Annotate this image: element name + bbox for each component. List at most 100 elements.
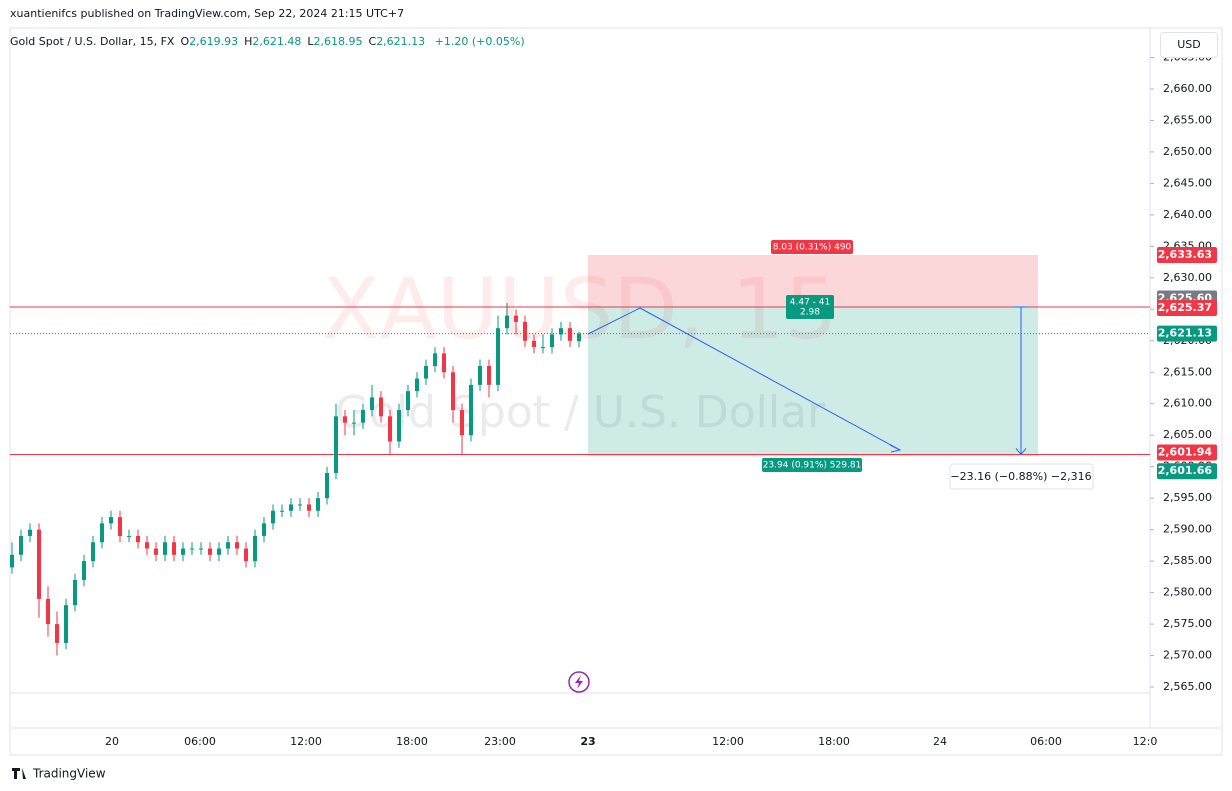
ohlc-value: 2,621.48 [252, 35, 302, 48]
currency-button[interactable]: USD [1160, 32, 1218, 58]
label-box [762, 458, 862, 472]
x-tick-label: 06:00 [184, 735, 216, 748]
y-tick-label: 2,585.00 [1163, 554, 1212, 567]
ohlc: O2,619.93 H2,621.48 L2,618.95 C2,621.13 [174, 35, 425, 48]
candle-body [361, 410, 365, 423]
measure-head [1014, 306, 1028, 456]
ohlc-key: L [307, 35, 314, 48]
candle-body [550, 334, 554, 348]
candle-body [208, 548, 212, 555]
y-tick-label: 2,580.00 [1163, 586, 1212, 599]
candle-body [307, 504, 311, 511]
change: +1.20 (+0.05%) [434, 35, 525, 48]
candle-body [19, 535, 23, 555]
candle-body [118, 517, 122, 536]
event-icon-bolt [575, 675, 583, 689]
candle-body [10, 554, 14, 568]
candle-body [478, 365, 482, 385]
candle-body [433, 353, 437, 366]
x-tick-label: 23:00 [484, 735, 516, 748]
candle-body [505, 315, 509, 329]
y-tick-label: 2,645.00 [1163, 176, 1212, 189]
candle-body [406, 391, 410, 411]
price-label-box [1157, 325, 1217, 342]
x-tick-label: 18:00 [818, 735, 850, 748]
candle-body [145, 542, 149, 549]
target-zone [588, 305, 1038, 457]
y-tick-label: 2,615.00 [1163, 365, 1212, 378]
ohlc-value: 2,621.13 [376, 35, 426, 48]
ohlc-key: H [244, 35, 253, 48]
label-box [771, 240, 853, 254]
candle-body [316, 498, 320, 511]
candle-body [46, 598, 50, 625]
target-label: 23.94 (0.91%) 529.81 [763, 461, 862, 471]
candle-body [127, 535, 131, 537]
frame [9, 27, 1223, 756]
x-tick-label: 12:0 [1133, 735, 1158, 748]
candle-body [487, 365, 491, 385]
y-tick-label: 2,590.00 [1163, 523, 1212, 536]
candle-body [55, 624, 59, 643]
candle-body [37, 529, 41, 599]
candle-body [235, 542, 239, 549]
candle-body [298, 504, 302, 506]
candle-body [496, 328, 500, 385]
candle-body [136, 535, 140, 543]
watermark-symbol: XAUUSD, 15 [322, 260, 838, 358]
candle-body [271, 510, 275, 524]
brand: TradingView [32, 767, 106, 781]
y-tick-label: 2,565.00 [1163, 680, 1212, 693]
y-tick-label: 2,660.00 [1163, 82, 1212, 95]
candle-body [262, 523, 266, 536]
candle-body [424, 365, 428, 379]
label-box [786, 295, 834, 319]
candle-body [442, 353, 446, 373]
candle-body [352, 422, 356, 424]
candle-body [469, 384, 473, 436]
x-tick-label: 18:00 [396, 735, 428, 748]
candle-body [388, 416, 392, 442]
price-label: 2,621.13 [1158, 327, 1212, 340]
candle-body [163, 542, 167, 555]
y-tick-label: 2,640.00 [1163, 208, 1212, 221]
candle-body [217, 548, 221, 555]
candle-body [289, 504, 293, 511]
candle-body [244, 548, 248, 562]
x-tick-label: 20 [105, 735, 119, 748]
entry-label: 2.98 [800, 308, 820, 318]
logo [12, 768, 26, 779]
candle-body [181, 548, 185, 555]
candle-body [199, 548, 203, 550]
candle-body [154, 548, 158, 555]
candle-body [190, 548, 194, 550]
ohlc-value: 2,618.95 [313, 35, 363, 48]
x-tick-label: 23 [580, 735, 595, 748]
y-tick-label: 2,595.00 [1163, 491, 1212, 504]
price-label-box [1157, 444, 1217, 461]
candle-body [541, 347, 545, 349]
candle-body [514, 315, 518, 322]
candle-body [379, 397, 383, 417]
candle-body [523, 321, 527, 341]
candle-body [343, 416, 347, 423]
entry-label: 4.47 - 41 [790, 298, 830, 308]
candle-body [397, 410, 401, 442]
candle-body [253, 535, 257, 562]
price-label: 2,601.94 [1158, 445, 1213, 458]
ohlc-value: 2,619.93 [189, 35, 239, 48]
x-tick-label: 06:00 [1030, 735, 1062, 748]
ohlc-key: O [180, 35, 190, 48]
candle-body [91, 542, 95, 562]
candle-body [226, 542, 230, 549]
symbol: Gold Spot / U.S. Dollar, 15, FX [10, 35, 175, 48]
x-tick-label: 24 [933, 735, 947, 748]
candle-body [370, 397, 374, 411]
candle-body [280, 510, 284, 512]
attribution: xuantienifcs published on TradingView.co… [10, 7, 405, 20]
candle-body [577, 333, 581, 342]
candle-body [568, 328, 572, 341]
candle-body [64, 605, 68, 643]
price-label: 2,633.63 [1158, 248, 1212, 261]
